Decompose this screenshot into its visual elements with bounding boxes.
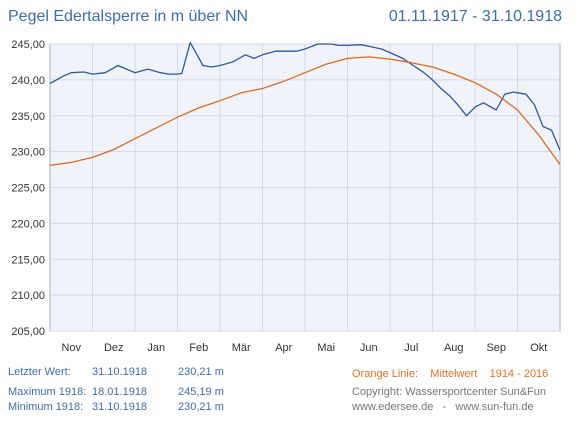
y-tick-label: 215,00 <box>11 254 45 266</box>
x-tick-label: Nov <box>61 342 81 354</box>
last-value: 230,21 m <box>178 366 224 378</box>
maximum-label: Maximum 1918: <box>8 386 87 398</box>
x-tick-label: Jan <box>147 342 165 354</box>
y-tick-label: 220,00 <box>11 218 45 230</box>
x-tick-label: Aug <box>444 342 464 354</box>
x-tick-label: Mai <box>317 342 335 354</box>
website-links[interactable]: www.edersee.de - www.sun-fun.de <box>352 401 534 413</box>
x-tick-label: Apr <box>275 342 292 354</box>
y-tick-label: 205,00 <box>11 326 45 338</box>
y-tick-label: 235,00 <box>11 111 45 123</box>
y-tick-label: 210,00 <box>11 290 45 302</box>
y-tick-label: 240,00 <box>11 75 45 87</box>
series-line-1918 <box>49 41 561 151</box>
minimum-value: 230,21 m <box>178 401 224 413</box>
last-value-label: Letzter Wert: <box>8 366 71 378</box>
minimum-label: Minimum 1918: <box>8 401 84 413</box>
x-tick-label: Jul <box>404 342 418 354</box>
legend-years: 1914 - 2016 <box>489 368 549 380</box>
series-line-mean <box>49 56 561 166</box>
y-tick-label: 245,00 <box>11 39 45 51</box>
chart-title: Pegel Edertalsperre in m über NN <box>8 8 249 25</box>
x-tick-label: Okt <box>530 342 547 354</box>
y-tick-label: 225,00 <box>11 183 45 195</box>
x-tick-label: Feb <box>189 342 208 354</box>
legend-orange-line: Orange Linie: Mittelwert 1914 - 2016 <box>352 368 548 380</box>
date-range: 01.11.1917 - 31.10.1918 <box>388 8 562 25</box>
x-tick-label: Dez <box>104 342 124 354</box>
x-tick-label: Jun <box>360 342 378 354</box>
y-tick-label: 230,00 <box>11 147 45 159</box>
legend-prefix: Orange Linie: <box>352 368 419 380</box>
maximum-value: 245,19 m <box>178 386 224 398</box>
last-value-date: 31.10.1918 <box>92 366 148 378</box>
minimum-date: 31.10.1918 <box>92 401 148 413</box>
copyright: Copyright: Wassersportcenter Sun&Fun <box>352 386 547 398</box>
x-tick-label: Mär <box>232 342 251 354</box>
maximum-date: 18.01.1918 <box>92 386 148 398</box>
x-tick-label: Sep <box>486 342 506 354</box>
legend-text: Mittelwert <box>430 368 478 380</box>
